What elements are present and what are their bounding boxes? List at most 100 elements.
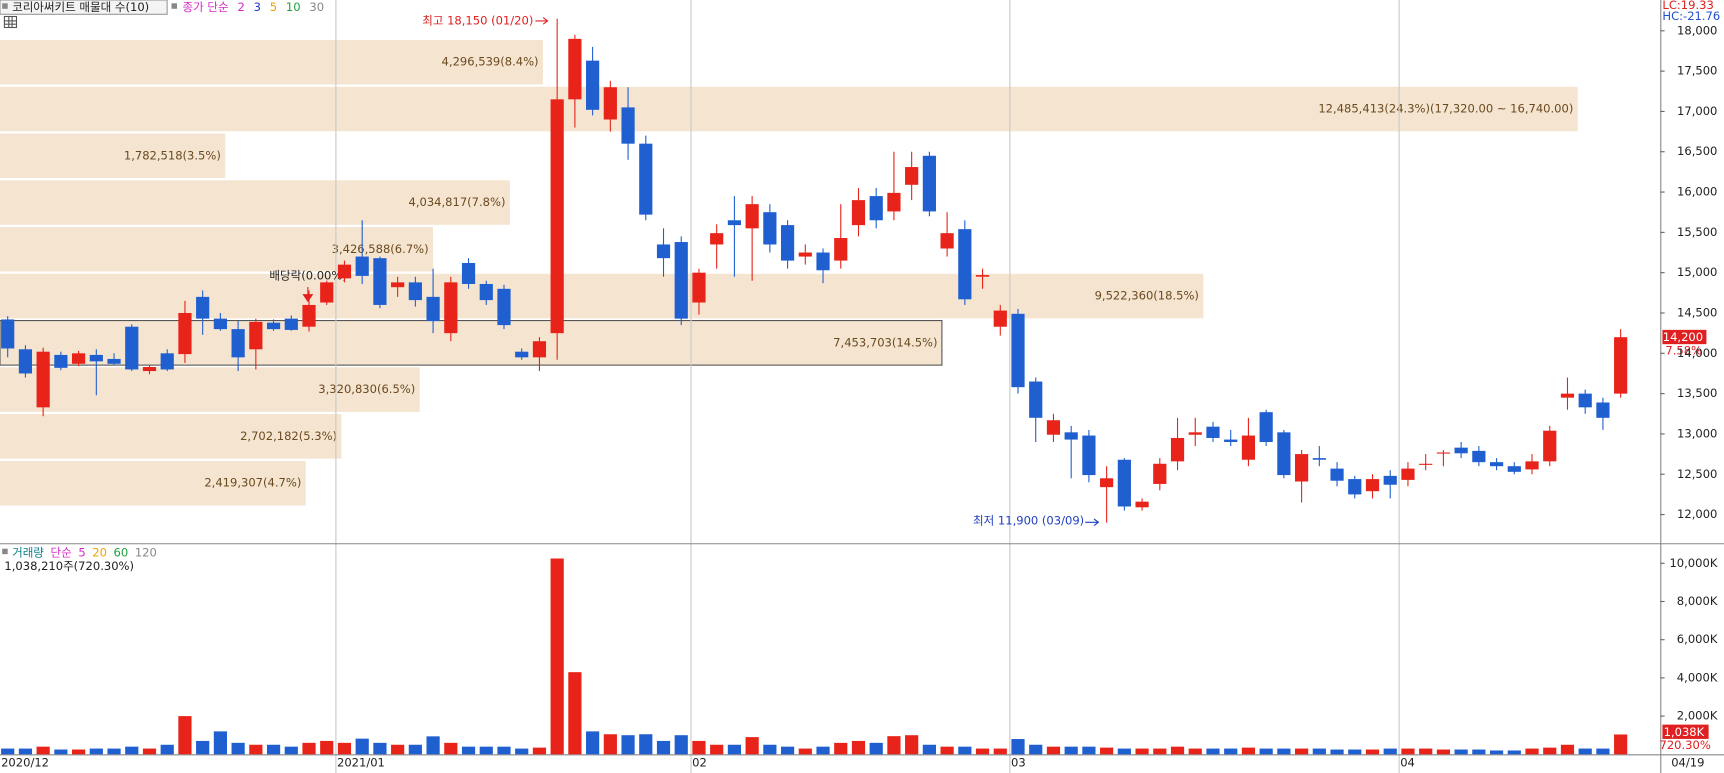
- volume-bar: [940, 746, 954, 755]
- volume-bar: [710, 744, 724, 755]
- candle-body: [1454, 447, 1468, 454]
- volume-bar: [426, 736, 440, 755]
- volume-legend-item: 20: [92, 546, 107, 560]
- volume-tick-label: 8,000K: [1677, 594, 1718, 608]
- candle-body: [745, 204, 759, 229]
- volume-bar: [213, 731, 227, 755]
- candle-body: [391, 282, 405, 288]
- legend-icon: [171, 3, 178, 9]
- volume-bar: [656, 740, 671, 755]
- volume-bar: [355, 738, 369, 755]
- volume-tick-label: 4,000K: [1677, 670, 1718, 684]
- volume-bar: [36, 746, 50, 755]
- volume-bar: [1596, 748, 1610, 755]
- volume-bar: [231, 742, 245, 755]
- candle-body: [586, 60, 600, 110]
- volume-bar: [89, 748, 103, 755]
- high-arrow: [535, 17, 549, 25]
- candle-body: [1401, 468, 1415, 480]
- volume-bar: [142, 748, 157, 755]
- volume-bar: [373, 742, 387, 755]
- volume-legend-icon: [2, 548, 8, 555]
- candle-body: [798, 252, 812, 257]
- volume-bar: [550, 558, 564, 755]
- volume-tag: 1,038K: [1664, 725, 1705, 739]
- y-tick-label: 17,500: [1677, 64, 1717, 78]
- y-tick-label: 13,500: [1677, 386, 1717, 400]
- volume-bar: [1046, 746, 1061, 755]
- candle-body: [1170, 437, 1185, 462]
- volume-bar: [1277, 748, 1291, 755]
- candle-body: [479, 283, 493, 301]
- candle-body: [337, 264, 352, 279]
- volume-bar: [780, 746, 795, 755]
- ma-legend: 2 3 5 10 30: [237, 0, 324, 14]
- candle-body: [1188, 432, 1202, 435]
- volume-legend-item: 5: [78, 546, 85, 560]
- candle-body: [887, 192, 901, 212]
- volume-bar: [532, 747, 547, 755]
- volume-legend-item: 거래량: [12, 546, 44, 560]
- volume-bar: [851, 740, 866, 755]
- candle-body: [36, 351, 50, 408]
- candle-body: [213, 318, 227, 330]
- volume-bar: [1330, 749, 1344, 755]
- x-tick-label: 03: [1011, 756, 1026, 770]
- profile-bar: [0, 414, 342, 459]
- ma-legend-label: 종가 단순: [183, 0, 229, 14]
- y-tick-label: 17,000: [1677, 104, 1717, 118]
- volume-bar: [745, 737, 759, 755]
- high-annotation: 최고 18,150 (01/20): [422, 13, 533, 27]
- candle-body: [1543, 430, 1557, 462]
- candle-body: [1614, 337, 1628, 394]
- candle-body: [1578, 393, 1592, 408]
- profile-label: 4,296,539(8.4%): [442, 55, 539, 69]
- candle-body: [851, 200, 866, 226]
- volume-bar: [1419, 748, 1433, 755]
- y-tick-label: 12,000: [1677, 507, 1717, 521]
- candle-body: [692, 272, 706, 303]
- candle-body: [1259, 412, 1273, 443]
- candle-body: [107, 358, 121, 364]
- title-icon: [2, 3, 8, 9]
- y-tick-label: 15,000: [1677, 265, 1717, 279]
- volume-bar: [249, 744, 263, 755]
- ma-legend-item: 3: [254, 0, 261, 14]
- volume-legend-item: 60: [114, 546, 129, 560]
- candle-body: [532, 341, 547, 358]
- volume-bar: [1454, 749, 1468, 755]
- volume-bar: [1011, 739, 1025, 755]
- candle-body: [1011, 313, 1025, 388]
- volume-bar: [816, 746, 830, 755]
- stat: LC:19.33: [1662, 0, 1713, 12]
- y-tick-label: 14,500: [1677, 305, 1717, 319]
- candle-body: [18, 349, 33, 374]
- candle-body: [1064, 432, 1078, 440]
- volume-bar: [1, 748, 15, 755]
- candle-body: [940, 233, 954, 249]
- candle-body: [975, 275, 990, 277]
- candle-body: [1312, 458, 1326, 460]
- volume-bar: [1578, 748, 1592, 755]
- volume-bar: [1117, 748, 1131, 755]
- volume-bar: [922, 744, 936, 755]
- volume-bar: [1241, 747, 1256, 755]
- candle-body: [1082, 435, 1096, 476]
- candle-body: [515, 351, 529, 358]
- candle-body: [710, 233, 724, 245]
- volume-bar: [18, 748, 33, 755]
- volume-bar: [639, 734, 653, 755]
- candle-body: [1277, 432, 1291, 476]
- candle-body: [320, 282, 334, 303]
- candle-body: [1224, 439, 1238, 443]
- candle-body: [958, 229, 972, 300]
- price-change: 7.58%: [1665, 343, 1702, 357]
- profile-label: 4,034,817(7.8%): [408, 195, 505, 209]
- volume-bar: [763, 744, 777, 755]
- volume-bar: [497, 746, 511, 755]
- volume-tag-box: [1662, 724, 1709, 739]
- volume-bar: [993, 748, 1007, 755]
- y-tick-label: 16,500: [1677, 144, 1717, 158]
- x-tick-label: 2021/01: [337, 756, 385, 770]
